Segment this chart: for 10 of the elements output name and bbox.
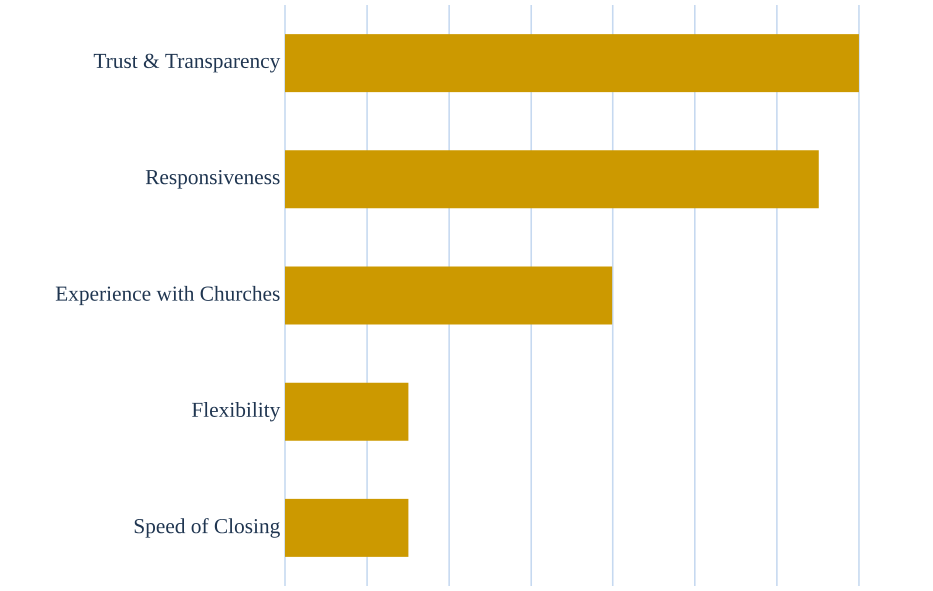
y-tick-label: Trust & Transparency bbox=[94, 54, 280, 72]
bar bbox=[284, 150, 819, 208]
y-tick-label: Responsiveness bbox=[146, 170, 280, 189]
bar bbox=[284, 382, 408, 441]
y-tick-label: Flexibility bbox=[192, 402, 280, 422]
bar bbox=[284, 266, 612, 324]
bar bbox=[284, 34, 859, 92]
bar bbox=[284, 498, 408, 557]
y-tick-label: Experience with Churches bbox=[56, 286, 280, 306]
y-tick-label: Speed of Closing bbox=[134, 518, 280, 538]
